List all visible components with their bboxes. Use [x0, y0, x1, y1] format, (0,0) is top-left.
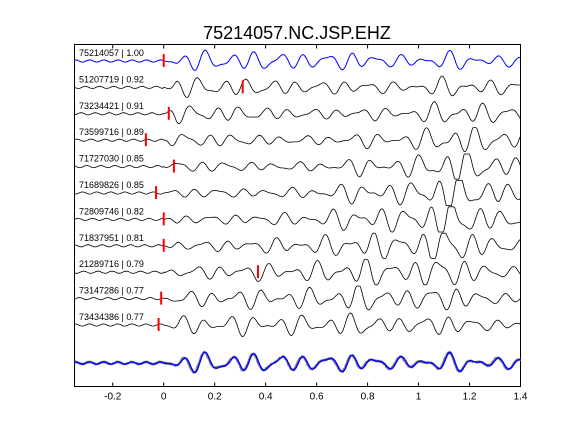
stack-layer [74, 350, 521, 374]
trace-21289716 [74, 259, 521, 286]
trace-label: 21289716 | 0.79 [79, 259, 144, 269]
trace-label: 73434386 | 0.77 [79, 312, 144, 322]
trace-label: 73234421 | 0.91 [79, 101, 144, 111]
x-tick-label: 1 [416, 392, 422, 403]
trace-73434386 [74, 312, 521, 338]
chart-title: 75214057.NC.JSP.EHZ [203, 23, 391, 43]
trace-label: 72809746 | 0.82 [79, 206, 144, 216]
x-tick-label: 1.4 [514, 392, 528, 403]
trace-73147286 [74, 285, 521, 311]
x-tick-label: -0.2 [104, 392, 122, 403]
trace-label: 73599716 | 0.89 [79, 127, 144, 137]
x-tick-label: 0 [161, 392, 167, 403]
trace-label: 75214057 | 1.00 [79, 48, 144, 58]
trace-73234421 [74, 101, 521, 125]
x-tick-label: 0.2 [208, 392, 222, 403]
trace-72809746 [74, 206, 521, 233]
trace-71689826 [74, 180, 521, 206]
x-tick-label: 0.4 [259, 392, 273, 403]
trace-71837951 [74, 232, 521, 259]
x-tick-label: 0.6 [310, 392, 324, 403]
trace-71727030 [74, 153, 521, 180]
x-axis: -0.2 0 0.2 0.4 0.6 0.8 1 1.2 1.4 [104, 44, 528, 403]
trace-label: 71689826 | 0.85 [79, 180, 144, 190]
trace-label: 51207719 | 0.92 [79, 74, 144, 84]
plot-axes-frame [74, 44, 521, 387]
trace-75214057 [74, 49, 521, 71]
stack-reference-trace [74, 351, 521, 374]
trace-label: 71727030 | 0.85 [79, 154, 144, 164]
trace-label: 71837951 | 0.81 [79, 233, 144, 243]
traces-layer: 75214057 | 1.00 51207719 | 0.92 73234421 |… [74, 48, 521, 338]
x-tick-label: 0.8 [361, 392, 375, 403]
trace-label: 73147286 | 0.77 [79, 286, 144, 296]
trace-51207719 [74, 75, 521, 98]
x-tick-label: 1.2 [463, 392, 477, 403]
trace-73599716 [74, 127, 521, 153]
